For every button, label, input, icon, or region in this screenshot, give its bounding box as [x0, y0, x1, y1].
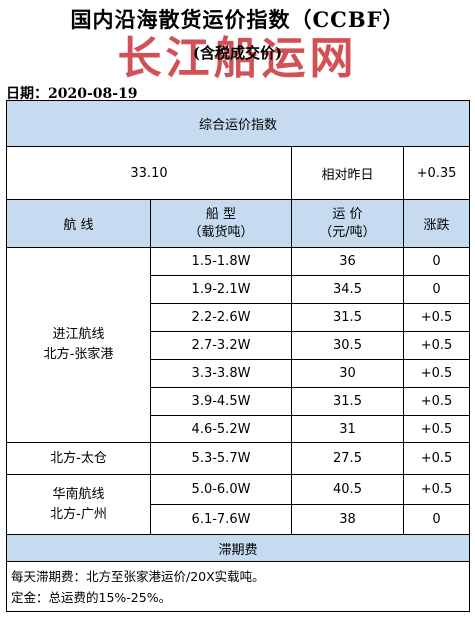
price-cell: 30.5 [291, 331, 404, 360]
ship-type-cell: 2.7-3.2W [150, 331, 292, 360]
price-cell: 38 [291, 504, 404, 535]
column-header-price: 运 价 （元/吨） [291, 199, 404, 248]
composite-index-change: +0.35 [402, 146, 471, 200]
route-cell: 华南航线 北方-广州 [6, 474, 151, 535]
price-cell: 30 [291, 359, 404, 388]
ship-type-cell: 3.3-3.8W [150, 359, 292, 388]
change-cell: 0 [402, 504, 471, 535]
column-header-route: 航 线 [6, 199, 151, 248]
price-cell: 31.5 [291, 303, 404, 332]
change-cell: +0.5 [402, 474, 471, 505]
price-cell: 36 [291, 247, 404, 276]
change-cell: +0.5 [402, 303, 471, 332]
table-row: 进江航线 北方-张家港 1.5-1.8W 36 0 [6, 247, 471, 443]
change-cell: +0.5 [402, 415, 471, 443]
price-header-line2: （元/吨） [319, 224, 376, 240]
table-row: 1.9-2.1W 34.5 0 [7, 275, 471, 304]
route-line2: 北方-张家港 [43, 347, 114, 362]
route-line1: 进江航线 [52, 327, 105, 342]
table-row: 3.9-4.5W 31.5 +0.5 [7, 387, 471, 416]
table-row: 6.1-7.6W 38 0 [7, 504, 471, 535]
table-row: 2.7-3.2W 30.5 +0.5 [7, 331, 471, 360]
page-subtitle: (含税成交价) [192, 44, 283, 62]
table-row: 4.6-5.2W 31 +0.5 [7, 415, 471, 443]
ship-type-cell: 6.1-7.6W [150, 504, 292, 535]
ship-type-cell: 2.2-2.6W [150, 303, 292, 332]
price-cell: 34.5 [291, 275, 404, 304]
table-row: 北方-太仓 5.3-5.7W 27.5 +0.5 [6, 442, 471, 475]
ship-type-cell: 5.0-6.0W [150, 474, 292, 505]
route-cell: 进江航线 北方-张家港 [6, 247, 151, 443]
composite-index-value: 33.10 [6, 146, 292, 200]
change-cell: +0.5 [402, 331, 471, 360]
demurrage-note-line1: 每天滞期费：北方至张家港运价/20X实载吨。 [11, 568, 265, 584]
date-value: 2020-08-19 [48, 86, 138, 102]
table-row: 3.3-3.8W 30 +0.5 [7, 359, 471, 388]
compare-label: 相对昨日 [291, 146, 404, 200]
deposit-note-line2: 定金：总运费的15%-25%。 [11, 589, 172, 605]
demurrage-note: 每天滞期费：北方至张家港运价/20X实载吨。 定金：总运费的15%-25%。 [5, 561, 471, 612]
date-label: 日期： [6, 86, 48, 102]
ship-type-cell: 1.9-2.1W [150, 275, 292, 304]
change-cell: 0 [402, 247, 471, 276]
table-row: 2.2-2.6W 31.5 +0.5 [7, 303, 471, 332]
ship-type-header-line2: （载货吨） [188, 224, 254, 240]
route-line2: 北方-广州 [50, 506, 107, 522]
price-cell: 31 [291, 415, 404, 443]
report-date: 日期：2020-08-19 [6, 83, 138, 103]
ship-type-cell: 1.5-1.8W [150, 247, 292, 276]
composite-index-header: 综合运价指数 [5, 100, 471, 147]
page-title: 国内沿海散货运价指数（CCBF） [70, 7, 405, 32]
price-cell: 31.5 [291, 387, 404, 416]
column-header-change: 涨跌 [402, 199, 471, 248]
column-header-ship-type: 船 型 （载货吨） [150, 199, 292, 248]
table-row: 华南航线 北方-广州 5.0-6.0W 40.5 +0.5 [6, 474, 471, 535]
route-line1: 华南航线 [52, 486, 105, 502]
change-cell: +0.5 [402, 442, 471, 475]
change-cell: 0 [402, 275, 471, 304]
change-cell: +0.5 [402, 359, 471, 388]
route-cell: 北方-太仓 [6, 442, 151, 475]
freight-index-table: 综合运价指数 33.10 相对昨日 +0.35 航 线 船 型 （载货吨） 运 … [5, 100, 471, 612]
ship-type-cell: 3.9-4.5W [150, 387, 292, 416]
ship-type-cell: 5.3-5.7W [150, 442, 292, 475]
price-cell: 40.5 [291, 474, 404, 505]
change-cell: +0.5 [402, 387, 471, 416]
price-cell: 27.5 [291, 442, 404, 475]
ship-type-cell: 4.6-5.2W [150, 415, 292, 443]
ship-type-header-line1: 船 型 [205, 206, 237, 222]
demurrage-header: 滞期费 [5, 534, 471, 562]
price-header-line1: 运 价 [332, 206, 363, 222]
